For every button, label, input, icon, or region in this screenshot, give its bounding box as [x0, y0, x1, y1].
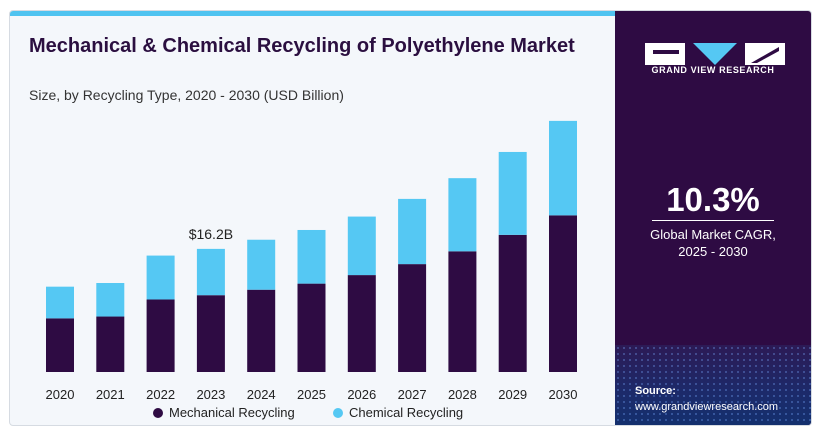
bar-mechanical-2022	[146, 299, 175, 372]
grand-view-research-logo	[645, 43, 785, 65]
x-tick-label-2021: 2021	[96, 387, 125, 402]
bar-chemical-2027	[398, 198, 427, 265]
bar-mechanical-2028	[448, 251, 477, 372]
bar-chemical-2020	[46, 286, 74, 319]
bar-mechanical-2023	[196, 295, 225, 372]
cagr-label-line1: Global Market CAGR,	[650, 227, 776, 242]
bar-chemical-2024	[247, 239, 276, 290]
x-tick-label-2020: 2020	[46, 387, 75, 402]
source-label: Source:	[635, 385, 676, 397]
bar-mechanical-2025	[297, 283, 326, 372]
bar-chemical-2026	[347, 216, 376, 276]
chart-card: Mechanical & Chemical Recycling of Polye…	[9, 10, 812, 426]
cagr-label: Global Market CAGR, 2025 - 2030	[615, 226, 811, 260]
x-tick-label-2022: 2022	[146, 387, 175, 402]
legend-label-mechanical: Mechanical Recycling	[169, 405, 295, 420]
legend-swatch-mechanical	[153, 408, 163, 418]
brand-name: GRAND VIEW RESEARCH	[651, 65, 775, 75]
x-tick-label-2030: 2030	[549, 387, 578, 402]
bar-chemical-2023	[196, 248, 225, 296]
legend-label-chemical: Chemical Recycling	[349, 405, 463, 420]
bar-chemical-2025	[297, 229, 326, 284]
cagr-value: 10.3%	[666, 181, 760, 218]
bar-chemical-2022	[146, 255, 175, 300]
bar-mechanical-2030	[549, 215, 577, 372]
x-tick-label-2024: 2024	[247, 387, 276, 402]
x-tick-label-2025: 2025	[297, 387, 326, 402]
sidebar-panel: GRAND VIEW RESEARCH 10.3% Global Market …	[615, 11, 811, 425]
x-tick-label-2026: 2026	[347, 387, 376, 402]
source-link[interactable]: www.grandviewresearch.com	[635, 401, 779, 413]
legend-swatch-chemical	[333, 408, 343, 418]
bar-chart: 2020 2021 2022 2023 2024 2025 2026 2027 2028 2029…	[46, 120, 578, 420]
bar-mechanical-2024	[247, 289, 276, 372]
bar-mechanical-2029	[498, 234, 527, 372]
cagr-label-line2: 2025 - 2030	[678, 244, 748, 259]
bar-chemical-2030	[549, 120, 577, 216]
chart-title: Mechanical & Chemical Recycling of Polye…	[29, 35, 575, 57]
bar-mechanical-2026	[347, 275, 376, 372]
data-label-2023: $16.2B	[189, 226, 233, 242]
sidebar-footer-pattern	[615, 345, 811, 425]
chart-subtitle: Size, by Recycling Type, 2020 - 2030 (US…	[29, 87, 344, 103]
bar-chemical-2028	[448, 178, 477, 252]
accent-bar	[10, 11, 615, 16]
x-tick-label-2029: 2029	[498, 387, 527, 402]
bar-chemical-2029	[498, 151, 527, 235]
bar-mechanical-2027	[398, 264, 427, 372]
cagr-divider	[652, 220, 774, 221]
x-tick-label-2023: 2023	[196, 387, 225, 402]
bar-mechanical-2020	[46, 318, 74, 372]
bar-mechanical-2021	[96, 316, 125, 372]
x-tick-label-2028: 2028	[448, 387, 477, 402]
x-tick-label-2027: 2027	[398, 387, 427, 402]
bar-chemical-2021	[96, 283, 125, 317]
source-block: Source: www.grandviewresearch.com	[635, 383, 778, 415]
